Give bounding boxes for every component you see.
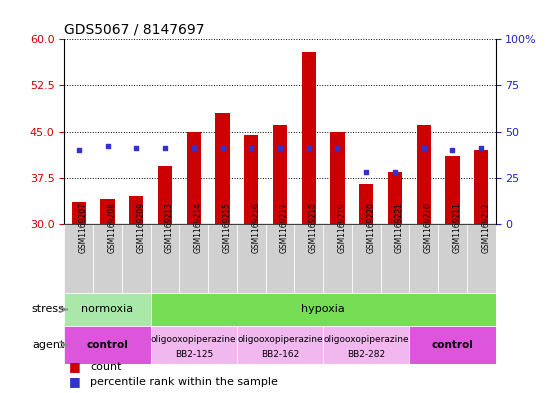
- Text: control: control: [432, 340, 473, 350]
- Text: GSM1169216: GSM1169216: [251, 202, 260, 253]
- Bar: [265, 224, 295, 293]
- Text: hypoxia: hypoxia: [301, 305, 345, 314]
- Text: GSM1169220: GSM1169220: [366, 202, 375, 253]
- Bar: [122, 224, 151, 293]
- Bar: [64, 326, 151, 364]
- Bar: [151, 224, 179, 293]
- Text: GSM1169211: GSM1169211: [452, 202, 461, 253]
- Bar: [352, 224, 381, 293]
- Bar: [330, 132, 345, 224]
- Point: [362, 169, 371, 175]
- Text: ■: ■: [69, 360, 81, 373]
- Bar: [244, 135, 259, 224]
- Text: agent: agent: [32, 340, 64, 350]
- Bar: [158, 165, 172, 224]
- Point: [477, 145, 486, 151]
- Point: [448, 147, 457, 153]
- Bar: [129, 196, 143, 224]
- Text: control: control: [87, 340, 128, 350]
- Point: [74, 147, 83, 153]
- Bar: [151, 293, 496, 326]
- Text: GSM1169208: GSM1169208: [108, 202, 116, 253]
- Text: GSM1169215: GSM1169215: [222, 202, 231, 253]
- Bar: [72, 202, 86, 224]
- Text: count: count: [90, 362, 122, 372]
- Bar: [93, 224, 122, 293]
- Text: percentile rank within the sample: percentile rank within the sample: [90, 377, 278, 387]
- Text: BB2-125: BB2-125: [175, 350, 213, 359]
- Bar: [302, 51, 316, 224]
- Bar: [323, 224, 352, 293]
- Text: oligooxopiperazine: oligooxopiperazine: [324, 335, 409, 344]
- Text: GSM1169218: GSM1169218: [309, 202, 318, 253]
- Bar: [273, 125, 287, 224]
- Bar: [445, 156, 460, 224]
- Bar: [438, 224, 467, 293]
- Bar: [381, 224, 409, 293]
- Bar: [151, 326, 237, 364]
- Bar: [474, 150, 488, 224]
- Text: GDS5067 / 8147697: GDS5067 / 8147697: [64, 23, 205, 37]
- Bar: [388, 172, 402, 224]
- Point: [189, 145, 198, 151]
- Text: GSM1169209: GSM1169209: [136, 202, 145, 253]
- Bar: [409, 326, 496, 364]
- Text: stress: stress: [31, 305, 64, 314]
- Bar: [100, 199, 115, 224]
- Text: GSM1169212: GSM1169212: [481, 202, 490, 253]
- Point: [390, 169, 399, 175]
- Point: [419, 145, 428, 151]
- Text: normoxia: normoxia: [81, 305, 134, 314]
- Bar: [295, 224, 323, 293]
- Bar: [237, 224, 265, 293]
- Bar: [179, 224, 208, 293]
- Bar: [186, 132, 201, 224]
- Point: [218, 145, 227, 151]
- Bar: [409, 224, 438, 293]
- Bar: [323, 326, 409, 364]
- Bar: [64, 293, 151, 326]
- Point: [103, 143, 112, 150]
- Point: [247, 145, 256, 151]
- Text: BB2-282: BB2-282: [347, 350, 385, 359]
- Bar: [64, 224, 93, 293]
- Text: oligooxopiperazine: oligooxopiperazine: [237, 335, 323, 344]
- Text: GSM1169214: GSM1169214: [194, 202, 203, 253]
- Text: ■: ■: [69, 375, 81, 388]
- Bar: [215, 113, 230, 224]
- Point: [304, 145, 313, 151]
- Bar: [467, 224, 496, 293]
- Text: GSM1169217: GSM1169217: [280, 202, 289, 253]
- Bar: [417, 125, 431, 224]
- Text: GSM1169207: GSM1169207: [79, 202, 88, 253]
- Point: [132, 145, 141, 151]
- Text: GSM1169221: GSM1169221: [395, 202, 404, 253]
- Bar: [359, 184, 374, 224]
- Text: GSM1169213: GSM1169213: [165, 202, 174, 253]
- Bar: [208, 224, 237, 293]
- Point: [161, 145, 170, 151]
- Text: GSM1169210: GSM1169210: [424, 202, 433, 253]
- Text: BB2-162: BB2-162: [261, 350, 299, 359]
- Bar: [237, 326, 323, 364]
- Point: [333, 145, 342, 151]
- Text: GSM1169219: GSM1169219: [338, 202, 347, 253]
- Point: [276, 145, 284, 151]
- Text: oligooxopiperazine: oligooxopiperazine: [151, 335, 236, 344]
